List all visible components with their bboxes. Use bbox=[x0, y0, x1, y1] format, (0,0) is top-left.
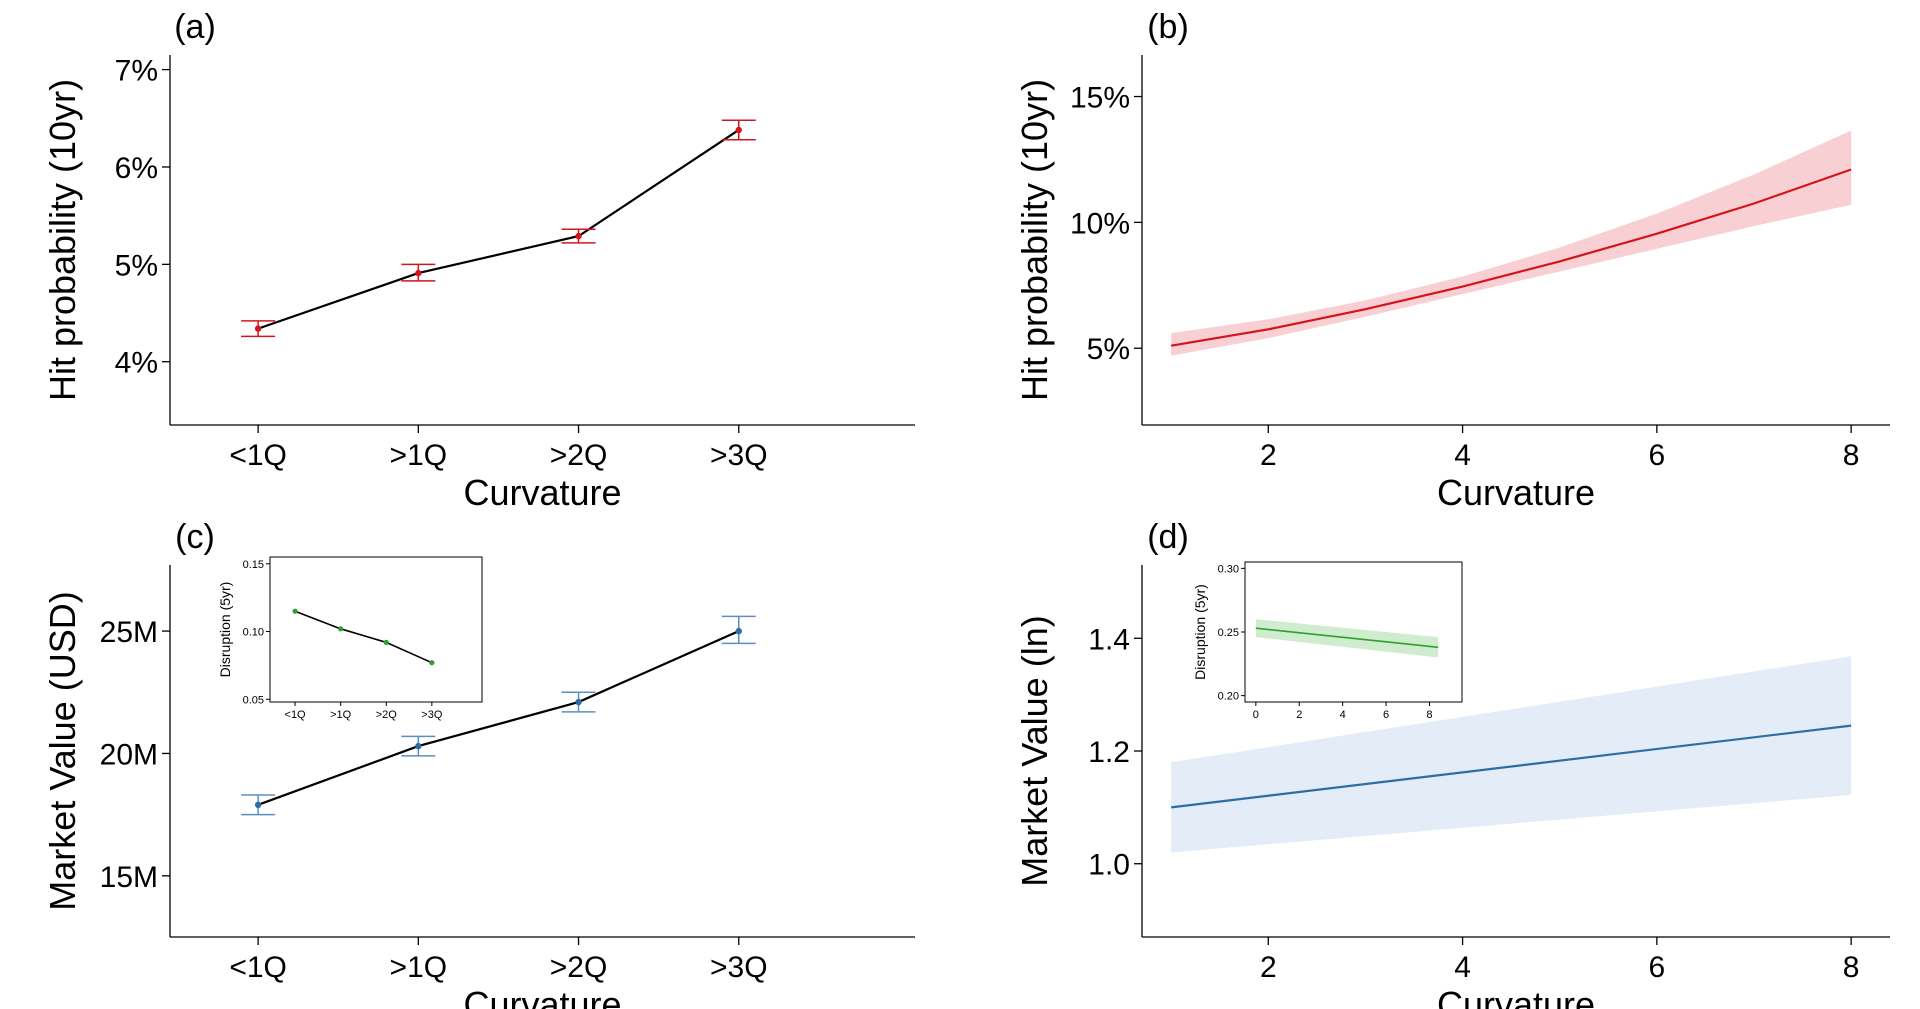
chart-panel-a: (a) 4% 5% 6% 7% <1Q >1Q >2Q >3Q Curvature Hit prob… bbox=[42, 8, 915, 513]
inset-series-line bbox=[294, 610, 433, 664]
y-tick-label: 10% bbox=[1070, 207, 1130, 240]
inset-x-tick-label: 0 bbox=[1253, 709, 1259, 721]
data-point bbox=[575, 232, 582, 240]
y-tick-label: 4% bbox=[115, 347, 158, 380]
y-tick-label: 1.0 bbox=[1088, 849, 1130, 882]
data-point bbox=[254, 801, 262, 809]
x-tick-label: <1Q bbox=[229, 439, 287, 472]
y-tick-label: 5% bbox=[115, 249, 158, 282]
x-axis-title: Curvature bbox=[1437, 984, 1595, 1009]
inset-data-point bbox=[292, 608, 298, 614]
chart-panel-b: (b) 5% 10% 15% 2 4 6 8 Curvature Hit probability … bbox=[1014, 8, 1890, 513]
inset-y-axis-title: Disruption (5yr) bbox=[1192, 584, 1208, 680]
fit-line bbox=[1171, 724, 1852, 809]
inset-x-tick-label: >3Q bbox=[421, 709, 443, 721]
inset-data-point bbox=[383, 639, 389, 645]
y-tick-label: 15% bbox=[1070, 82, 1130, 115]
y-tick-label: 25M bbox=[100, 616, 158, 649]
inset-y-tick-label: 0.10 bbox=[243, 627, 264, 639]
inset-x-tick-label: 6 bbox=[1383, 709, 1389, 721]
inset-x-tick-label: >1Q bbox=[330, 709, 352, 721]
series-line bbox=[257, 129, 740, 330]
inset-y-tick-label: 0.15 bbox=[243, 559, 264, 571]
series-line bbox=[257, 630, 740, 806]
data-point bbox=[254, 325, 262, 332]
x-tick-label: 4 bbox=[1454, 439, 1471, 472]
y-axis-title: Market Value (USD) bbox=[42, 591, 83, 910]
x-tick-label: 6 bbox=[1649, 951, 1666, 984]
panel-label: (b) bbox=[1147, 8, 1189, 46]
x-tick-label: 8 bbox=[1843, 951, 1860, 984]
inset-data-point bbox=[429, 660, 435, 666]
inset-chart: 0.20 0.25 0.30 Disruption (5yr) 0 2 4 6 8 bbox=[1192, 561, 1463, 721]
inset-y-axis-title: Disruption (5yr) bbox=[217, 582, 233, 678]
inset-y-tick-label: 0.25 bbox=[1218, 627, 1239, 639]
x-tick-label: >2Q bbox=[550, 951, 608, 984]
panel-label: (d) bbox=[1147, 518, 1189, 556]
y-tick-label: 20M bbox=[100, 738, 158, 771]
y-axis-title: Market Value (ln) bbox=[1014, 615, 1055, 886]
x-tick-label: 2 bbox=[1260, 951, 1277, 984]
inset-x-tick-label: <1Q bbox=[285, 709, 307, 721]
panel-label: (c) bbox=[175, 518, 215, 556]
inset-chart: 0.05 0.10 0.15 Disruption (5yr) <1Q >1Q >2Q >3Q bbox=[217, 556, 483, 721]
data-point bbox=[735, 627, 742, 635]
confidence-band bbox=[1171, 656, 1852, 853]
chart-panel-d: (d) 1.0 1.2 1.4 2 4 6 8 Curvature Market Value (l… bbox=[1014, 518, 1890, 1009]
y-tick-label: 1.4 bbox=[1088, 623, 1130, 656]
inset-x-tick-label: 4 bbox=[1340, 709, 1346, 721]
x-tick-label: 6 bbox=[1649, 439, 1666, 472]
y-tick-label: 5% bbox=[1087, 333, 1130, 366]
y-tick-label: 1.2 bbox=[1088, 736, 1130, 769]
fit-line bbox=[1170, 168, 1852, 347]
x-tick-label: >3Q bbox=[710, 439, 768, 472]
inset-x-tick-label: 8 bbox=[1426, 709, 1432, 721]
x-tick-label: >1Q bbox=[390, 439, 448, 472]
x-tick-label: >2Q bbox=[550, 439, 608, 472]
x-axis-title: Curvature bbox=[463, 472, 621, 513]
inset-frame bbox=[269, 556, 483, 703]
y-axis-title: Hit probability (10yr) bbox=[42, 79, 83, 401]
inset-y-tick-label: 0.30 bbox=[1218, 563, 1239, 575]
data-point bbox=[415, 742, 422, 750]
inset-y-tick-label: 0.20 bbox=[1218, 691, 1239, 703]
x-tick-label: <1Q bbox=[229, 951, 287, 984]
inset-data-point bbox=[338, 626, 344, 632]
data-point bbox=[575, 698, 582, 706]
inset-y-tick-label: 0.05 bbox=[243, 694, 264, 706]
y-axis-title: Hit probability (10yr) bbox=[1014, 79, 1055, 401]
x-axis-title: Curvature bbox=[463, 984, 621, 1009]
x-tick-label: >1Q bbox=[390, 951, 448, 984]
x-axis-title: Curvature bbox=[1437, 472, 1595, 513]
x-tick-label: 2 bbox=[1260, 439, 1277, 472]
inset-x-tick-label: >2Q bbox=[376, 709, 398, 721]
data-point bbox=[415, 269, 422, 277]
y-tick-label: 6% bbox=[115, 152, 158, 185]
x-tick-label: >3Q bbox=[710, 951, 768, 984]
inset-x-tick-label: 2 bbox=[1296, 709, 1302, 721]
data-point bbox=[735, 126, 742, 134]
x-tick-label: 8 bbox=[1843, 439, 1860, 472]
confidence-band bbox=[1171, 130, 1852, 356]
inset-fit-line bbox=[1255, 627, 1439, 649]
x-tick-label: 4 bbox=[1454, 951, 1471, 984]
panel-label: (a) bbox=[174, 8, 216, 46]
y-tick-label: 15M bbox=[100, 861, 158, 894]
y-tick-label: 7% bbox=[115, 55, 158, 88]
chart-panel-c: (c) 15M 20M 25M <1Q >1Q >2Q >3Q Curvature Market … bbox=[42, 518, 915, 1009]
